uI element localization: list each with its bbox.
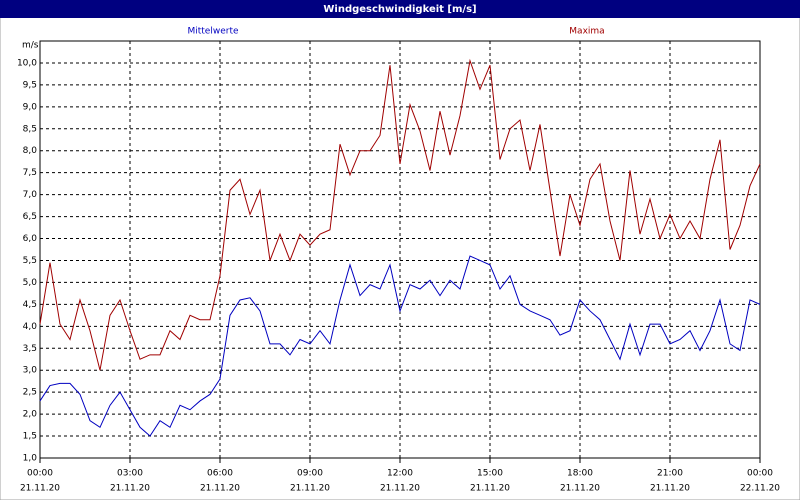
x-tick-date: 22.11.20 <box>740 484 780 494</box>
legend-entry: Maxima <box>569 27 604 37</box>
y-tick-label: 7,0 <box>23 190 38 200</box>
y-tick-label: 1,5 <box>23 432 37 442</box>
x-tick-label: 03:00 <box>117 469 143 479</box>
y-tick-label: 3,0 <box>23 366 38 376</box>
x-tick-date: 21.11.20 <box>380 484 420 494</box>
chart-title: Windgeschwindigkeit [m/s] <box>323 4 476 15</box>
x-tick-date: 21.11.20 <box>470 484 510 494</box>
y-tick-label: 4,0 <box>23 322 38 332</box>
x-tick-label: 09:00 <box>297 469 323 479</box>
x-tick-date: 21.11.20 <box>110 484 150 494</box>
x-tick-date: 21.11.20 <box>650 484 690 494</box>
title-bar <box>0 0 800 18</box>
y-tick-label: 3,5 <box>23 344 37 354</box>
y-tick-label: 10,0 <box>17 58 37 68</box>
y-tick-label: 5,0 <box>23 278 38 288</box>
x-tick-date: 21.11.20 <box>290 484 330 494</box>
y-tick-label: 8,5 <box>23 124 37 134</box>
data-line <box>39 255 761 437</box>
x-tick-label: 21:00 <box>657 469 683 479</box>
y-tick-label: 6,5 <box>23 212 37 222</box>
x-tick-date: 21.11.20 <box>200 484 240 494</box>
x-tick-label: 12:00 <box>387 469 413 479</box>
plot-border <box>39 40 761 459</box>
x-tick-date: 21.11.20 <box>20 484 60 494</box>
y-tick-label: 4,5 <box>23 300 37 310</box>
x-tick-label: 00:00 <box>27 469 53 479</box>
x-tick-label: 15:00 <box>477 469 503 479</box>
data-line <box>39 58 761 371</box>
y-tick-label: 9,5 <box>23 80 37 90</box>
y-tick-label: 2,5 <box>23 388 37 398</box>
y-tick-label: 1,0 <box>23 454 38 464</box>
y-tick-label: 2,0 <box>23 410 38 420</box>
x-tick-date: 21.11.20 <box>560 484 600 494</box>
y-tick-label: 9,0 <box>23 102 38 112</box>
y-tick-label: 7,5 <box>23 168 37 178</box>
y-axis-label: m/s <box>22 41 39 51</box>
legend-entry: Mittelwerte <box>187 27 238 37</box>
y-tick-label: 5,5 <box>23 256 37 266</box>
y-tick-label: 6,0 <box>23 234 38 244</box>
x-tick-label: 00:00 <box>747 469 773 479</box>
x-tick-label: 06:00 <box>207 469 233 479</box>
y-tick-label: 8,0 <box>23 146 38 156</box>
x-tick-label: 18:00 <box>567 469 593 479</box>
